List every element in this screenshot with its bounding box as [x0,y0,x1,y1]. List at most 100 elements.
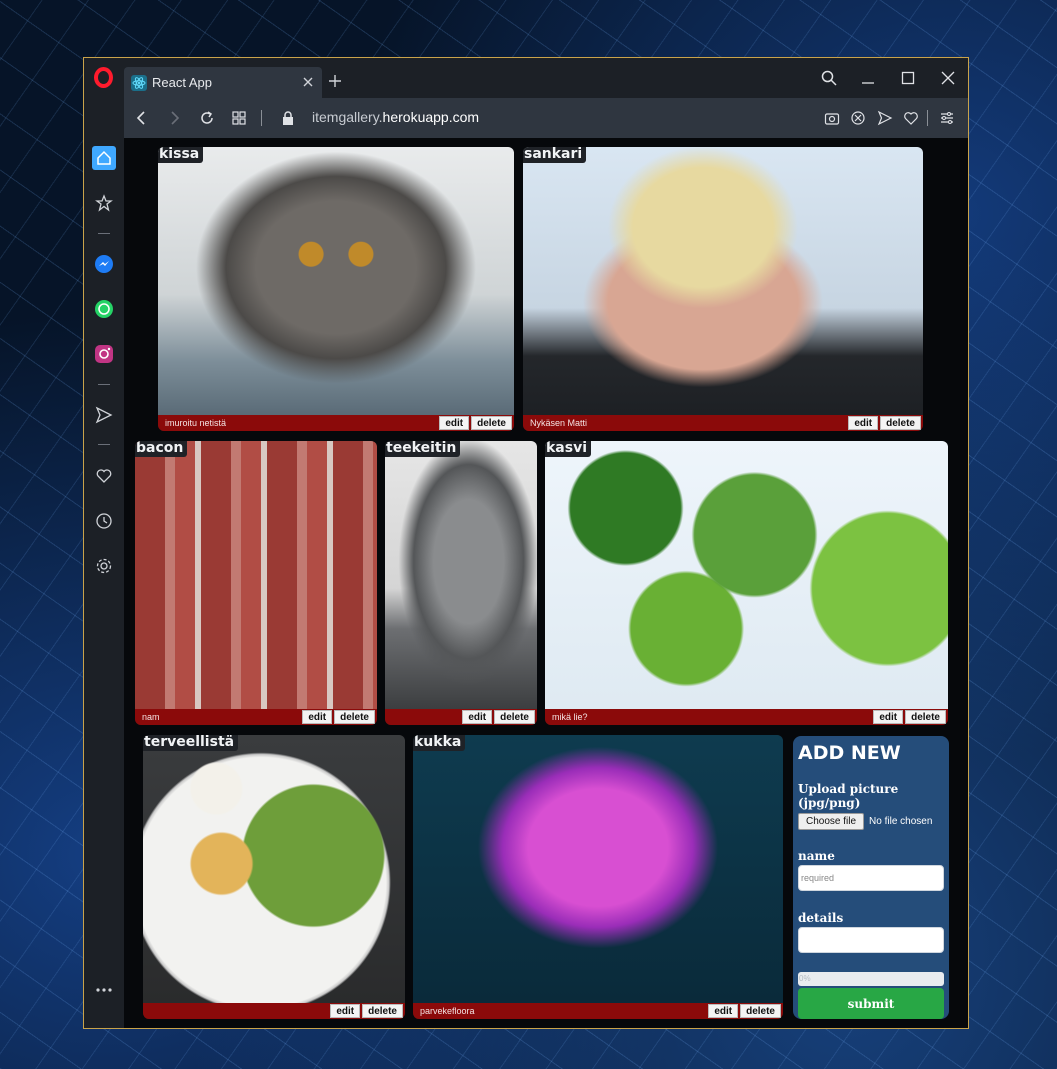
sidebar-divider [98,384,110,385]
edit-button[interactable]: edit [302,710,333,724]
edit-button[interactable]: edit [439,416,470,430]
whatsapp-icon[interactable] [92,297,116,321]
bookmark-heart-icon[interactable] [901,108,921,128]
card-footer: parvekefloora edit delete [413,1003,783,1019]
back-icon[interactable] [132,108,152,128]
react-favicon-icon [131,74,147,91]
camera-icon[interactable] [822,108,842,128]
gallery-card-kukka: kukka parvekefloora edit delete [413,735,783,1019]
history-icon[interactable] [92,509,116,533]
adblock-icon[interactable] [848,108,868,128]
card-details: parvekefloora [420,1006,475,1016]
sidebar [84,58,124,1028]
edit-button[interactable]: edit [330,1004,361,1018]
gallery-card-bacon: bacon nam edit delete [135,441,377,725]
gallery-card-teekeitin: teekeitin edit delete [385,441,537,725]
card-title: kasvi [545,441,592,457]
details-label: details [798,911,844,925]
delete-button[interactable]: delete [362,1004,403,1018]
browser-window: React App [83,57,969,1029]
no-file-text: No file chosen [869,816,933,827]
delete-button[interactable]: delete [334,710,375,724]
delete-button[interactable]: delete [880,416,921,430]
card-image-flower[interactable] [413,735,783,1003]
edit-button[interactable]: edit [873,710,904,724]
card-footer: Nykäsen Matti edit delete [523,415,923,431]
instagram-icon[interactable] [92,342,116,366]
url-field[interactable]: itemgallery.herokuapp.com [312,109,479,125]
add-new-heading: ADD NEW [798,742,901,764]
card-details: imuroitu netistä [165,418,227,428]
close-tab-icon[interactable] [300,74,316,90]
upload-progress-bar: 0% [798,972,944,986]
card-footer: nam edit delete [135,709,377,725]
tab-react-app[interactable]: React App [124,67,322,98]
card-title: terveellistä [143,735,239,751]
card-title: kukka [413,735,466,751]
edit-button[interactable]: edit [848,416,879,430]
card-footer: edit delete [143,1003,405,1019]
gallery-card-sankari: sankari Nykäsen Matti edit delete [523,147,923,431]
card-image-bacon[interactable] [135,441,377,709]
card-image-man[interactable] [523,147,923,415]
address-bar: itemgallery.herokuapp.com [124,98,968,138]
delete-button[interactable]: delete [740,1004,781,1018]
card-image-plant[interactable] [545,441,948,709]
card-image-salad[interactable] [143,735,405,1003]
lock-icon[interactable] [278,108,298,128]
toolbar-divider [261,110,262,126]
card-footer: imuroitu netistä edit delete [158,415,514,431]
search-icon[interactable] [819,68,839,88]
delete-button[interactable]: delete [494,710,535,724]
card-footer: edit delete [385,709,537,725]
new-tab-icon[interactable] [326,72,344,90]
messenger-icon[interactable] [92,252,116,276]
gallery-card-kissa: kissa imuroitu netistä edit delete [158,147,514,431]
add-new-panel: ADD NEW Upload picture (jpg/png) Choose … [793,736,949,1019]
card-details: nam [142,712,160,722]
url-prefix: itemgallery. [312,109,383,125]
sidebar-divider [98,444,110,445]
edit-button[interactable]: edit [708,1004,739,1018]
name-input[interactable]: required [798,865,944,891]
easy-setup-icon[interactable] [937,108,957,128]
opera-logo-icon[interactable] [94,67,113,88]
toolbar-divider [927,110,928,126]
heart-icon[interactable] [92,464,116,488]
send-icon[interactable] [92,403,116,427]
more-icon[interactable] [92,978,116,1002]
tab-bar: React App [124,58,968,98]
minimize-icon[interactable] [858,68,878,88]
card-image-cat[interactable] [158,147,514,415]
delete-button[interactable]: delete [905,710,946,724]
card-footer: mikä lie? edit delete [545,709,948,725]
bookmarks-icon[interactable] [92,191,116,215]
close-window-icon[interactable] [938,68,958,88]
speed-dial-icon[interactable] [229,108,249,128]
forward-icon[interactable] [164,108,184,128]
gallery-card-kasvi: kasvi mikä lie? edit delete [545,441,948,725]
card-title: sankari [523,147,587,163]
choose-file-button[interactable]: Choose file [798,813,865,830]
sidebar-divider [98,233,110,234]
maximize-icon[interactable] [898,68,918,88]
upload-label: Upload picture (jpg/png) [798,782,899,810]
card-details: Nykäsen Matti [530,418,588,428]
home-icon[interactable] [92,146,116,170]
tab-title: React App [152,75,212,90]
name-label: name [798,849,835,863]
send-page-icon[interactable] [875,108,895,128]
card-title: teekeitin [385,441,461,457]
file-input: Choose file No file chosen [798,813,944,830]
card-details: mikä lie? [552,712,588,722]
edit-button[interactable]: edit [462,710,493,724]
reload-icon[interactable] [197,108,217,128]
settings-icon[interactable] [92,554,116,578]
details-input[interactable] [798,927,944,953]
name-placeholder: required [801,873,835,883]
card-image-kettle[interactable] [385,441,537,709]
delete-button[interactable]: delete [471,416,512,430]
submit-button[interactable]: submit [798,988,944,1019]
progress-text: 0% [799,974,811,983]
card-title: kissa [158,147,204,163]
